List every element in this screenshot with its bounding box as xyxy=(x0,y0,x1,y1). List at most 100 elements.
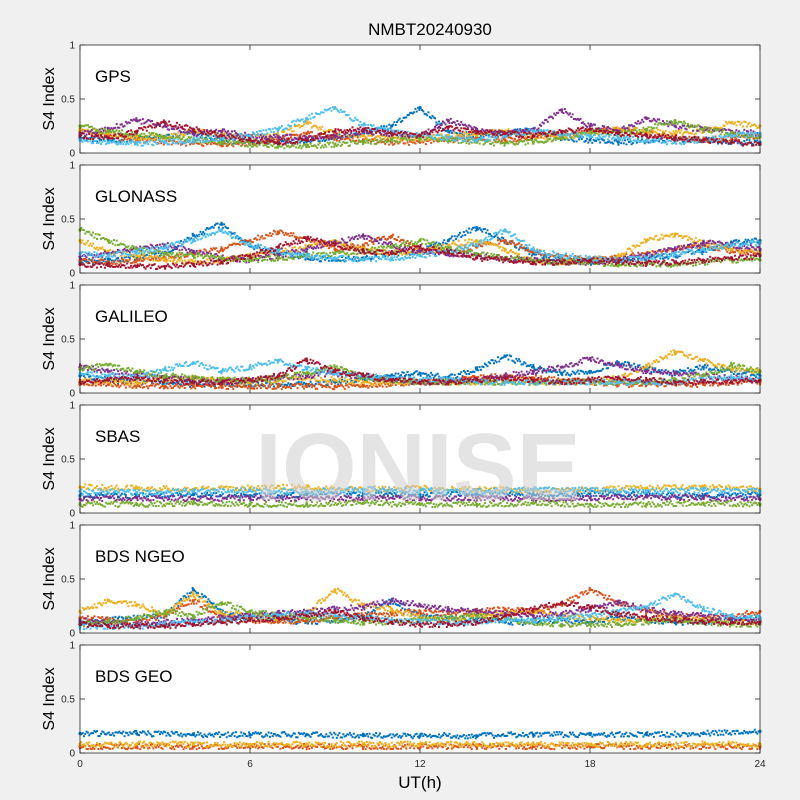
data-point xyxy=(595,127,598,130)
data-point xyxy=(94,139,97,142)
data-point xyxy=(127,134,130,137)
data-point xyxy=(554,114,557,117)
data-point xyxy=(745,125,748,128)
data-point xyxy=(580,132,583,135)
data-point xyxy=(94,135,97,138)
data-point xyxy=(187,139,190,142)
data-point xyxy=(587,122,590,125)
data-point xyxy=(251,241,254,244)
data-point xyxy=(574,117,577,120)
data-point xyxy=(268,135,271,138)
data-point xyxy=(430,136,433,139)
data-point xyxy=(494,129,497,132)
data-point xyxy=(161,126,164,129)
data-point xyxy=(135,117,138,120)
data-point xyxy=(116,257,119,260)
data-point xyxy=(85,258,88,261)
data-point xyxy=(295,124,298,127)
chart-title: NMBT20240930 xyxy=(368,20,492,39)
data-point xyxy=(312,135,315,138)
data-point xyxy=(115,143,118,146)
data-point xyxy=(379,129,382,132)
data-point xyxy=(512,129,515,132)
data-point xyxy=(305,131,309,136)
data-point xyxy=(92,142,95,145)
data-point xyxy=(456,132,459,135)
data-point xyxy=(367,126,370,129)
data-point xyxy=(626,127,629,130)
data-point xyxy=(554,138,557,141)
data-point xyxy=(448,131,451,134)
data-point xyxy=(274,133,277,136)
data-point xyxy=(696,128,699,131)
data-point xyxy=(748,137,751,140)
data-point xyxy=(485,131,488,134)
data-point xyxy=(162,143,165,146)
data-point xyxy=(309,130,312,133)
data-point xyxy=(127,137,130,140)
data-point xyxy=(110,127,113,130)
data-point xyxy=(312,125,315,128)
data-point xyxy=(588,138,592,142)
data-point xyxy=(358,140,361,143)
data-point xyxy=(534,132,537,135)
data-point xyxy=(688,126,691,129)
data-point xyxy=(730,142,733,145)
data-point xyxy=(548,138,551,141)
data-point xyxy=(622,134,625,137)
data-point xyxy=(203,129,206,132)
data-point xyxy=(135,135,139,139)
data-point xyxy=(757,137,760,140)
data-point xyxy=(365,255,368,258)
data-point xyxy=(139,135,142,138)
data-point xyxy=(303,123,306,126)
data-point xyxy=(161,140,164,143)
data-point xyxy=(373,138,376,141)
data-point xyxy=(259,133,262,136)
data-point xyxy=(369,134,372,137)
data-point xyxy=(482,138,485,141)
data-point xyxy=(276,230,280,234)
data-point xyxy=(327,130,330,133)
data-point xyxy=(512,241,515,244)
data-point xyxy=(365,132,368,135)
data-point xyxy=(722,124,725,127)
data-point xyxy=(735,239,738,242)
data-point xyxy=(431,134,434,137)
data-point xyxy=(154,123,157,126)
data-point xyxy=(346,137,349,140)
data-point xyxy=(352,132,355,135)
data-point xyxy=(185,132,188,135)
data-point xyxy=(437,140,440,143)
data-point xyxy=(291,234,294,237)
data-point xyxy=(165,133,168,136)
data-point xyxy=(275,146,278,149)
data-point xyxy=(128,134,131,137)
data-point xyxy=(486,131,489,134)
data-point xyxy=(738,130,741,133)
data-point xyxy=(300,147,303,150)
data-point xyxy=(523,137,526,140)
data-point xyxy=(116,143,119,146)
data-point xyxy=(473,132,476,135)
data-point xyxy=(664,134,667,137)
data-point xyxy=(423,131,426,134)
data-point xyxy=(289,124,292,127)
data-point xyxy=(601,132,604,135)
data-point xyxy=(610,141,613,144)
data-point xyxy=(267,234,270,237)
data-point xyxy=(89,130,92,133)
data-point xyxy=(676,139,679,142)
data-point xyxy=(102,129,105,132)
data-point xyxy=(97,249,100,252)
data-point xyxy=(236,134,239,137)
data-point xyxy=(443,136,446,139)
data-point xyxy=(344,141,347,144)
data-point xyxy=(542,137,545,140)
data-point xyxy=(743,134,746,137)
data-point xyxy=(507,242,510,245)
data-point xyxy=(534,139,537,142)
data-point xyxy=(698,128,701,131)
data-point xyxy=(246,145,249,148)
data-point xyxy=(233,142,236,145)
